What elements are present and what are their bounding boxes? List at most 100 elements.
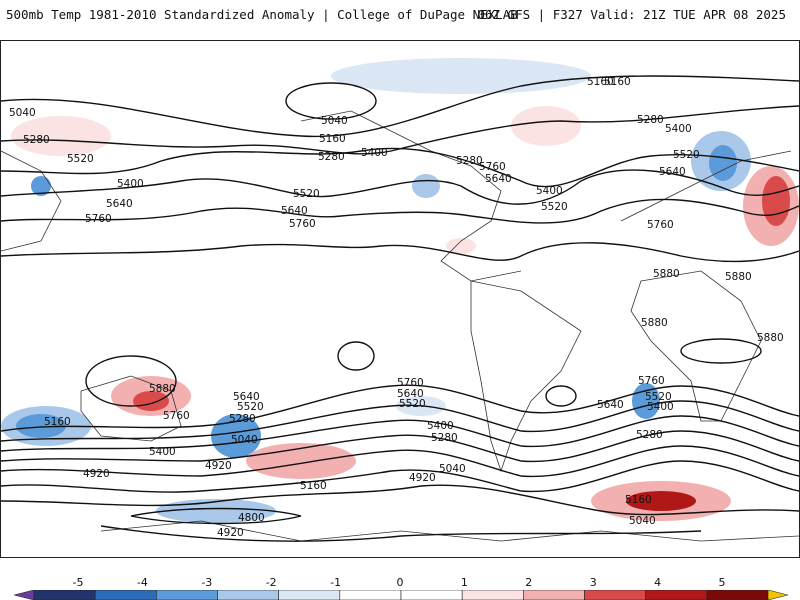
colorbar-segment [706,590,769,600]
contour-label: 5160 [319,133,346,145]
cold-anomaly [331,58,591,94]
contour-label: 5400 [361,147,388,159]
contour-label: 4800 [238,512,265,524]
contour-label: 4920 [217,527,244,539]
colorbar-segment [461,590,524,600]
contour-4800-south [130,507,302,525]
height-contours [1,75,799,542]
contour-label: 5160 [587,76,614,88]
colorbar-segment [767,590,788,600]
contour-label: 5040 [231,434,258,446]
colorbar-tick-label: 0 [396,576,404,589]
contour-label: 5520 [645,391,672,403]
contour-5760-south [1,384,799,432]
contour-5640-south [1,400,799,442]
colorbar-tick-label: -2 [265,576,277,589]
colorbar-tick-label: 4 [654,576,662,589]
warm-anomaly [762,176,790,226]
contour-label: 5160 [300,480,327,492]
contour-label: 5280 [431,432,458,444]
contour-high-australia [85,355,177,407]
contour-labels: 5160 5040 5280 5520 5400 5640 5760 5040 … [9,76,784,539]
contour-label: 5400 [427,420,454,432]
contour-label: 5040 [9,107,36,119]
contour-label: 5880 [725,271,752,283]
contour-5760-north [1,242,799,263]
contour-4920-antarctic [100,525,702,542]
contour-label: 5640 [597,399,624,411]
colorbar-segment [339,590,402,600]
contour-label: 5760 [85,213,112,225]
contour-5040-south [1,460,799,493]
cold-anomaly [709,145,737,181]
contour-label: 5520 [293,188,320,200]
cold-anomaly [211,414,261,458]
contour-label: 5640 [659,166,686,178]
contour-label: 5040 [629,515,656,527]
contour-label: 5520 [399,398,426,410]
anomaly-colorbar [14,590,788,600]
australia-coast [80,375,182,442]
colorbar-tick-label: -5 [72,576,84,589]
colorbar-tick-label: 5 [718,576,726,589]
colorbar-segment [156,590,218,600]
colorbar-tick-label: -1 [330,576,342,589]
contour-label: 5280 [318,151,345,163]
eurasia-coast [1,150,792,252]
contour-5520-south [1,415,799,452]
contour-5520-north [1,169,799,205]
contour-label: 4920 [409,472,436,484]
colorbar-tick-label: -3 [201,576,213,589]
colorbar-segment [523,590,585,600]
contour-label: 5760 [647,219,674,231]
contour-label: 5760 [638,375,665,387]
colorbar-segment [584,590,646,600]
contour-label: 5640 [233,391,260,403]
model-run-info: 06Z GFS | F327 Valid: 21Z TUE APR 08 202… [477,7,786,22]
contour-label: 5280 [637,114,664,126]
contour-label: 5760 [479,161,506,173]
contour-label: 5280 [23,134,50,146]
contour-label: 5760 [289,218,316,230]
contour-label: 5280 [456,155,483,167]
contour-low-south-pacific [337,341,375,371]
contour-high-africa [680,338,762,364]
colorbar-segment [278,590,341,600]
contour-label: 5880 [149,383,176,395]
contour-label: 5520 [673,149,700,161]
colorbar-tick-label: 1 [460,576,468,589]
colorbar-segment [14,590,35,600]
contour-5280-north [1,105,799,155]
contour-label: 5040 [439,463,466,475]
contour-label: 5160 [44,416,71,428]
warm-anomaly [446,238,476,254]
contour-label: 5160 [625,494,652,506]
contour-label: 5520 [67,153,94,165]
contour-label: 5880 [757,332,784,344]
colorbar-segment [645,590,708,600]
contour-5400-south [1,430,799,463]
south-america-coast [470,280,582,473]
contour-label: 4920 [205,460,232,472]
contour-label: 5400 [665,123,692,135]
contour-label: 5640 [485,173,512,185]
contour-low-atlantic [545,385,577,407]
antarctica-coast [100,520,799,542]
contour-label: 5400 [117,178,144,190]
colorbar-segment [400,590,463,600]
colorbar-tick-label: -4 [136,576,148,589]
coastlines [1,110,799,542]
map-title: 500mb Temp 1981-2010 Standardized Anomal… [6,7,518,22]
contour-5640-north [1,198,799,224]
contour-4920-south [1,484,799,516]
warm-anomaly [626,491,696,511]
contour-label: 5760 [397,377,424,389]
contour-label: 5640 [106,198,133,210]
contour-low-north-pacific [285,82,377,120]
contour-label: 5760 [163,410,190,422]
colorbar-tick-label: 2 [525,576,533,589]
cold-anomaly [16,414,66,438]
contour-label: 5280 [636,429,663,441]
colorbar-svg [14,590,788,600]
contour-5160-north [1,75,799,138]
